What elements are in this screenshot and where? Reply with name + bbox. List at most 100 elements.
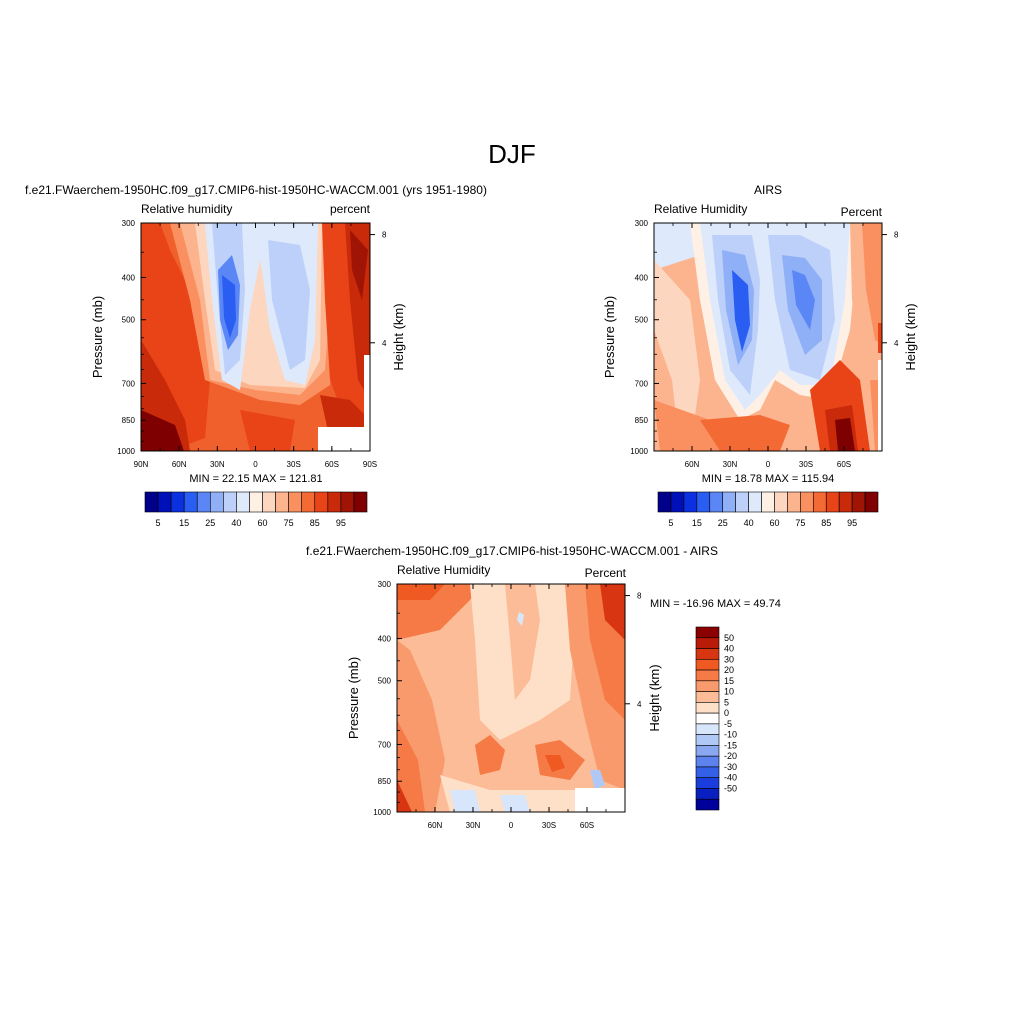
colorbar-label: -5 — [724, 719, 732, 729]
colorbar-swatch — [812, 491, 827, 513]
colorbar-label: 75 — [284, 518, 294, 528]
panel-title: AIRS — [754, 183, 782, 197]
colorbar-swatch — [695, 755, 720, 768]
y-axis: 300 400 500 700 850 1000 8 4 — [373, 580, 642, 817]
panel-difference: f.e21.FWaerchem-1950HC.f09_g17.CMIP6-his… — [306, 544, 781, 830]
colorbar-swatch — [353, 491, 368, 513]
x-axis: 60N 30N 0 30S 60S — [415, 584, 607, 830]
colorbar-label: 60 — [769, 518, 779, 528]
y-axis-label: Pressure (mb) — [602, 296, 617, 378]
colorbar-swatch — [301, 491, 316, 513]
panel-airs: AIRS Relative Humidity Percent — [602, 183, 918, 528]
x-tick-label: 60S — [325, 460, 339, 469]
contour-field — [141, 223, 370, 451]
y-tick-label: 300 — [378, 580, 392, 589]
colorbar-swatch — [695, 712, 720, 725]
left-label: Relative Humidity — [654, 202, 747, 216]
colorbar-swatch — [709, 491, 724, 513]
colorbar-label: 40 — [724, 644, 734, 654]
y-tick-label: 850 — [378, 777, 392, 786]
colorbar-swatch — [670, 491, 685, 513]
colorbar-swatch — [695, 626, 720, 639]
colorbar-swatch — [236, 491, 250, 513]
y2-tick-label: 4 — [637, 700, 642, 709]
colorbar-swatch — [340, 491, 355, 513]
x-tick-label: 90N — [134, 460, 149, 469]
y-tick-label: 1000 — [630, 447, 648, 456]
colorbar-label: 10 — [724, 687, 734, 697]
x-tick-label: 60N — [428, 821, 443, 830]
colorbar-label: 15 — [692, 518, 702, 528]
y2-tick-label: 4 — [382, 339, 387, 348]
colorbar-label: -15 — [724, 740, 737, 750]
colorbar-swatch — [695, 648, 720, 660]
colorbar-label: -40 — [724, 773, 737, 783]
colorbar-label: 85 — [310, 518, 320, 528]
colorbar-swatch — [825, 491, 840, 513]
colorbar-label: 15 — [179, 518, 189, 528]
colorbar-label: 95 — [336, 518, 346, 528]
colorbar-swatch — [657, 491, 672, 513]
y-tick-label: 850 — [122, 416, 136, 425]
x-tick-label: 0 — [766, 460, 771, 469]
colorbar-swatch — [695, 680, 720, 692]
colorbar-label: 95 — [847, 518, 857, 528]
y-tick-label: 700 — [122, 379, 136, 388]
colorbar-label: 85 — [821, 518, 831, 528]
y-tick-label: 1000 — [373, 808, 391, 817]
x-tick-label: 0 — [509, 821, 514, 830]
y2-tick-label: 4 — [894, 339, 899, 348]
colorbar-swatch — [157, 491, 172, 513]
colorbar-swatch — [683, 491, 698, 513]
colorbar-label: 15 — [724, 676, 734, 686]
colorbar-swatch — [838, 491, 853, 513]
colorbar-swatch — [183, 491, 198, 513]
panel-model: f.e21.FWaerchem-1950HC.f09_g17.CMIP6-his… — [25, 183, 487, 528]
y-tick-label: 500 — [378, 677, 392, 686]
y-tick-label: 400 — [122, 273, 136, 282]
colorbar-label: 75 — [795, 518, 805, 528]
colorbar-label: 40 — [231, 518, 241, 528]
y-tick-label: 700 — [378, 740, 392, 749]
panel-title: f.e21.FWaerchem-1950HC.f09_g17.CMIP6-his… — [25, 183, 487, 197]
right-label: Percent — [841, 205, 883, 219]
colorbar-swatch — [695, 658, 720, 671]
y-tick-label: 1000 — [117, 447, 135, 456]
y-tick-label: 850 — [635, 416, 649, 425]
y-tick-label: 500 — [122, 316, 136, 325]
colorbar: 5 15 25 40 60 75 85 95 — [144, 491, 368, 528]
x-tick-label: 30S — [799, 460, 813, 469]
y-tick-label: 400 — [635, 273, 649, 282]
x-axis: 60N 30N 0 30S 60S — [672, 223, 864, 469]
colorbar-label: -30 — [724, 762, 737, 772]
x-tick-label: 30N — [723, 460, 738, 469]
colorbar-swatch — [695, 691, 720, 703]
x-tick-label: 30S — [542, 821, 556, 830]
x-tick-label: 60S — [837, 460, 851, 469]
colorbar-label: -20 — [724, 751, 737, 761]
colorbar-swatch — [223, 491, 237, 513]
colorbar-label: 25 — [205, 518, 215, 528]
colorbar-swatch — [761, 491, 775, 513]
colorbar-swatch — [695, 734, 720, 746]
colorbar-swatch — [695, 777, 720, 789]
colorbar-swatch — [170, 491, 185, 513]
contour-field — [397, 584, 625, 812]
y-axis: 300 400 500 700 850 1000 8 4 — [630, 219, 899, 456]
y-tick-label: 300 — [122, 219, 136, 228]
left-label: Relative Humidity — [397, 563, 490, 577]
colorbar-swatch — [144, 491, 159, 513]
colorbar-label: 60 — [258, 518, 268, 528]
colorbar-label: 50 — [724, 633, 734, 643]
contour-field — [654, 223, 882, 451]
y2-tick-label: 8 — [382, 231, 387, 240]
colorbar-label: 5 — [156, 518, 161, 528]
colorbar-swatch — [735, 491, 749, 513]
y-axis-label: Pressure (mb) — [90, 296, 105, 378]
colorbar-label: 40 — [744, 518, 754, 528]
colorbar-swatch — [249, 491, 263, 513]
x-tick-label: 30N — [466, 821, 481, 830]
colorbar-swatch — [864, 491, 879, 513]
colorbar-swatch — [262, 491, 276, 513]
